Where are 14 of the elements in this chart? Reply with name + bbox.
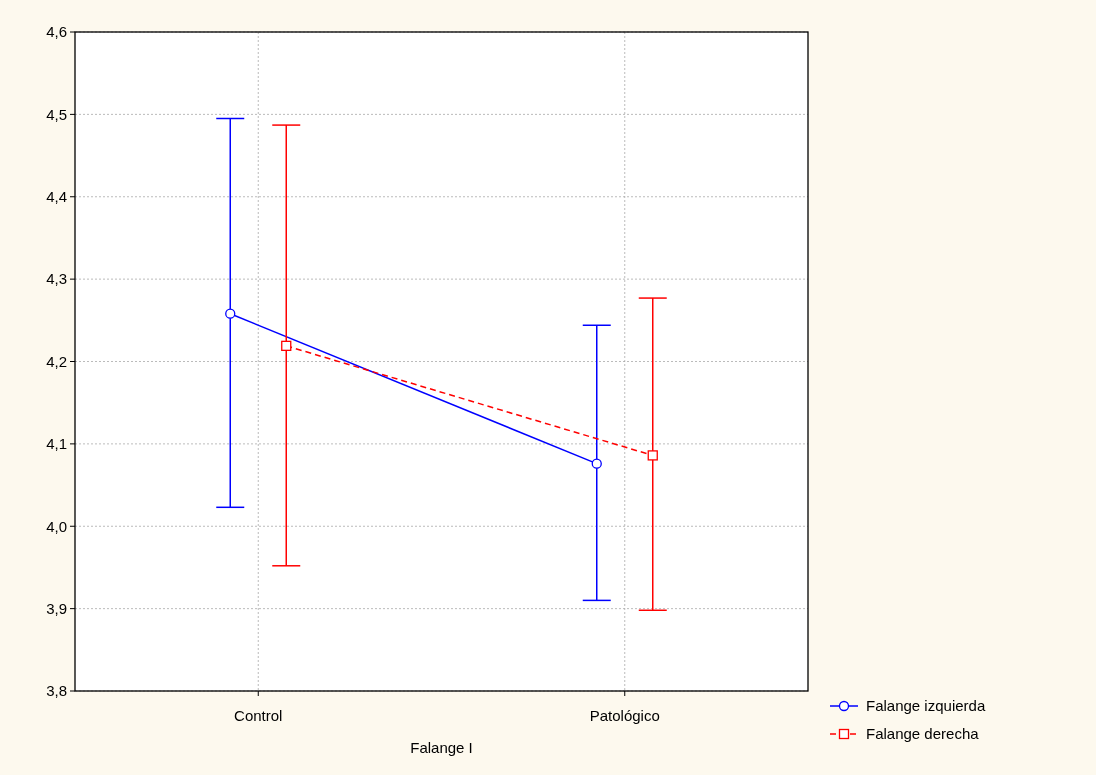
y-tick-label: 4,4 (46, 188, 67, 205)
legend-label: Falange izquierda (866, 697, 986, 715)
y-tick-label: 4,2 (46, 352, 67, 370)
y-tick-label: 4,5 (46, 105, 67, 123)
y-tick-label: 4,0 (46, 517, 67, 535)
legend-label: Falange derecha (866, 725, 980, 743)
y-tick-label: 4,3 (46, 270, 67, 288)
x-axis-title: Falange I (410, 739, 473, 756)
x-tick-label: Patológico (589, 707, 660, 724)
y-tick-label: 4,1 (46, 435, 67, 453)
y-tick-label: 3,9 (46, 599, 67, 617)
y-tick-label: 4,6 (46, 23, 67, 41)
y-tick-label: 3,8 (46, 682, 67, 700)
x-tick-label: Control (234, 707, 283, 724)
